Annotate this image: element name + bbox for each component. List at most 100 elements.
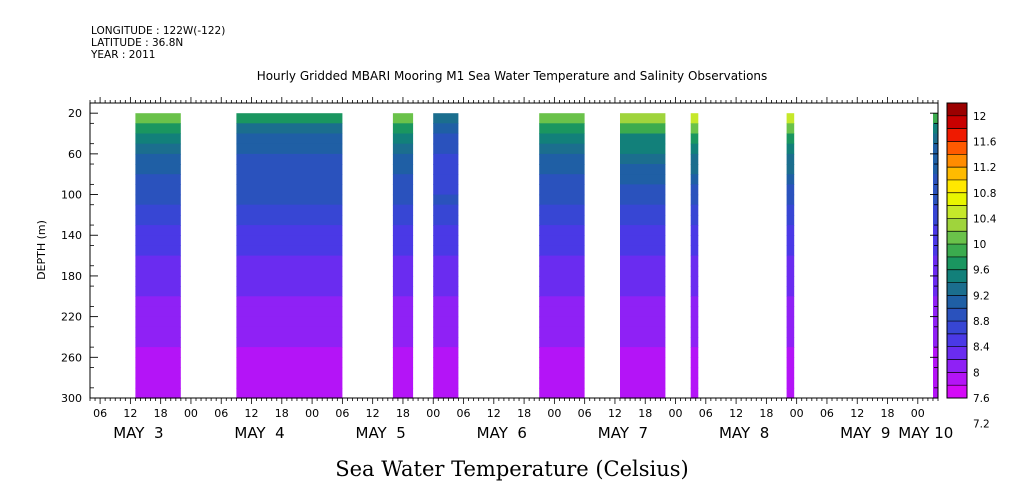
temperature-band	[933, 367, 938, 379]
temperature-band	[392, 123, 414, 135]
temperature-band	[433, 143, 459, 155]
temperature-band	[392, 265, 414, 277]
temperature-band	[620, 174, 666, 185]
temperature-band	[135, 235, 181, 246]
temperature-band	[135, 113, 181, 124]
temperature-band	[135, 347, 181, 358]
observation-segment	[786, 113, 795, 399]
temperature-band	[135, 225, 181, 236]
colorbar-swatch	[947, 282, 967, 296]
temperature-band	[433, 194, 459, 206]
x-hour-tick-label: 18	[517, 407, 531, 420]
x-hour-tick-label: 18	[638, 407, 652, 420]
x-hour-tick-label: 06	[820, 407, 834, 420]
temperature-band	[236, 306, 343, 318]
temperature-band	[433, 357, 459, 369]
temperature-band	[690, 286, 699, 297]
temperature-band	[786, 143, 795, 155]
latitude-label: LATITUDE : 36.8N	[91, 37, 184, 49]
temperature-band	[620, 316, 666, 328]
temperature-band	[392, 377, 414, 389]
temperature-band	[620, 377, 666, 389]
temperature-band	[539, 296, 585, 308]
temperature-band	[786, 225, 795, 236]
temperature-band	[433, 387, 459, 399]
colorbar-swatch	[947, 295, 967, 309]
temperature-band	[392, 347, 414, 358]
temperature-band	[433, 275, 459, 287]
y-axis-label: DEPTH (m)	[35, 220, 48, 280]
colorbar-swatch	[947, 308, 967, 322]
temperature-band	[786, 316, 795, 328]
temperature-band	[933, 255, 938, 267]
temperature-band	[433, 204, 459, 216]
temperature-band	[135, 377, 181, 389]
temperature-band	[539, 133, 585, 145]
temperature-band	[433, 296, 459, 308]
temperature-band	[539, 387, 585, 399]
temperature-band	[690, 235, 699, 246]
temperature-band	[135, 286, 181, 297]
temperature-band	[933, 184, 938, 196]
temperature-band	[135, 123, 181, 135]
x-hour-tick-label: 06	[335, 407, 349, 420]
x-hour-tick-label: 18	[396, 407, 410, 420]
temperature-band	[135, 296, 181, 308]
temperature-band	[933, 306, 938, 318]
temperature-band	[539, 245, 585, 257]
temperature-band	[620, 347, 666, 358]
x-day-label: MAY 5	[356, 424, 406, 442]
temperature-band	[135, 174, 181, 185]
temperature-band	[135, 204, 181, 216]
temperature-band	[433, 347, 459, 358]
temperature-band	[690, 153, 699, 165]
temperature-band	[539, 235, 585, 246]
temperature-band	[135, 133, 181, 145]
colorbar-label: 7.2	[973, 419, 990, 431]
colorbar-label: 9.6	[973, 265, 990, 277]
temperature-band	[690, 184, 699, 196]
temperature-band	[236, 214, 343, 226]
colorbar-label: 9.2	[973, 290, 990, 302]
temperature-band	[392, 214, 414, 226]
x-day-label: MAY 6	[477, 424, 527, 442]
temperature-band	[690, 387, 699, 399]
temperature-band	[392, 337, 414, 348]
temperature-band	[690, 214, 699, 226]
temperature-band	[690, 275, 699, 287]
temperature-band	[933, 133, 938, 145]
temperature-band	[786, 184, 795, 196]
temperature-band	[433, 367, 459, 379]
temperature-band	[135, 255, 181, 267]
temperature-band	[786, 306, 795, 318]
temperature-band	[236, 153, 343, 165]
plot-axes: 06 12 18 00 06 12 18 00 06 12 18 00 06 12 18 00 06 12 18 00…	[61, 97, 953, 442]
y-tick-label: 100	[61, 189, 82, 202]
y-tick-label: 60	[68, 148, 82, 161]
colorbar-swatch	[947, 244, 967, 258]
temperature-band	[392, 387, 414, 399]
temperature-band	[933, 194, 938, 206]
temperature-band	[786, 255, 795, 267]
temperature-band	[433, 225, 459, 236]
temperature-band	[620, 235, 666, 246]
temperature-band	[392, 357, 414, 369]
temperature-band	[539, 204, 585, 216]
temperature-band	[392, 235, 414, 246]
temperature-band	[620, 357, 666, 369]
temperature-band	[236, 316, 343, 328]
x-day-label: MAY 7	[598, 424, 648, 442]
temperature-band	[786, 367, 795, 379]
temperature-band	[620, 143, 666, 155]
temperature-band	[539, 367, 585, 379]
temperature-band	[539, 316, 585, 328]
x-day-label: MAY 4	[234, 424, 284, 442]
y-tick-label: 260	[61, 351, 82, 364]
temperature-band	[690, 245, 699, 257]
temperature-band	[236, 337, 343, 348]
temperature-band	[135, 337, 181, 348]
temperature-band	[433, 123, 459, 135]
temperature-band	[620, 306, 666, 318]
temperature-band	[690, 204, 699, 216]
temperature-band	[690, 113, 699, 124]
